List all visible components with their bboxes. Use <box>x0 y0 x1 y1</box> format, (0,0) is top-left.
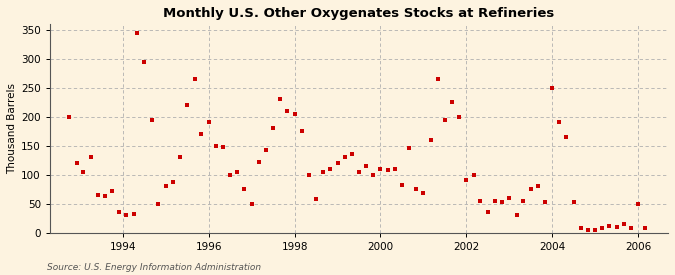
Point <box>432 77 443 81</box>
Point <box>561 135 572 139</box>
Point <box>418 191 429 195</box>
Point <box>410 187 421 191</box>
Point <box>340 155 350 160</box>
Point <box>539 200 550 205</box>
Point <box>525 187 536 191</box>
Point <box>153 201 164 206</box>
Point <box>447 100 458 104</box>
Point <box>439 117 450 122</box>
Point <box>489 199 500 203</box>
Point <box>78 169 89 174</box>
Point <box>64 114 75 119</box>
Point <box>640 226 651 231</box>
Point <box>261 147 271 152</box>
Y-axis label: Thousand Barrels: Thousand Barrels <box>7 83 17 174</box>
Point <box>547 86 558 90</box>
Point <box>332 161 343 165</box>
Point <box>232 169 243 174</box>
Point <box>325 167 335 171</box>
Point <box>568 200 579 205</box>
Point <box>146 117 157 122</box>
Point <box>632 201 643 206</box>
Point <box>310 197 321 201</box>
Point <box>107 189 117 193</box>
Point <box>375 167 386 171</box>
Point <box>318 169 329 174</box>
Point <box>161 184 171 188</box>
Point <box>583 227 593 232</box>
Point <box>114 210 125 214</box>
Point <box>346 152 357 156</box>
Point <box>454 114 464 119</box>
Text: Source: U.S. Energy Information Administration: Source: U.S. Energy Information Administ… <box>47 263 261 272</box>
Point <box>268 126 279 130</box>
Point <box>590 227 601 232</box>
Point <box>597 226 608 230</box>
Point <box>497 200 508 205</box>
Point <box>425 138 436 142</box>
Point <box>461 178 472 183</box>
Point <box>71 161 82 165</box>
Point <box>303 172 314 177</box>
Point <box>99 194 110 198</box>
Point <box>504 196 514 200</box>
Point <box>289 112 300 116</box>
Point <box>389 167 400 171</box>
Point <box>203 120 214 125</box>
Point <box>604 223 615 228</box>
Point <box>533 184 543 188</box>
Point <box>618 222 629 226</box>
Point <box>225 172 236 177</box>
Title: Monthly U.S. Other Oxygenates Stocks at Refineries: Monthly U.S. Other Oxygenates Stocks at … <box>163 7 555 20</box>
Point <box>404 146 414 151</box>
Point <box>167 179 178 184</box>
Point <box>196 132 207 136</box>
Point <box>368 172 379 177</box>
Point <box>239 187 250 191</box>
Point <box>475 199 486 203</box>
Point <box>468 172 479 177</box>
Point <box>361 164 372 168</box>
Point <box>354 169 364 174</box>
Point <box>121 213 132 217</box>
Point <box>254 160 265 164</box>
Point <box>175 155 186 160</box>
Point <box>611 224 622 229</box>
Point <box>554 120 565 125</box>
Point <box>282 109 293 113</box>
Point <box>518 199 529 203</box>
Point <box>296 129 307 133</box>
Point <box>132 30 142 35</box>
Point <box>625 226 636 230</box>
Point <box>128 212 139 216</box>
Point <box>182 103 192 107</box>
Point <box>275 97 286 101</box>
Point <box>92 193 103 197</box>
Point <box>382 168 393 172</box>
Point <box>217 145 228 149</box>
Point <box>396 183 407 187</box>
Point <box>511 213 522 217</box>
Point <box>139 59 150 64</box>
Point <box>189 77 200 81</box>
Point <box>211 143 221 148</box>
Point <box>85 155 96 160</box>
Point <box>576 226 587 230</box>
Point <box>246 201 257 206</box>
Point <box>483 210 493 214</box>
